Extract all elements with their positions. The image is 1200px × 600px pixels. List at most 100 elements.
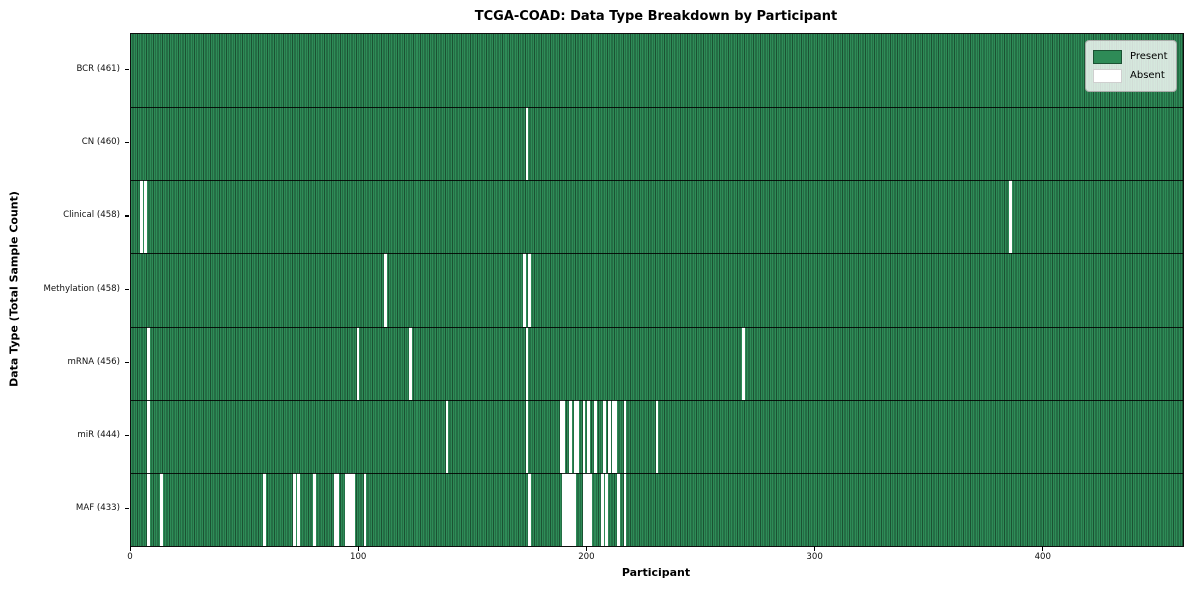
y-tick-label-CN: CN (460): [81, 137, 120, 148]
legend: Present Absent: [1085, 40, 1177, 92]
absent-gap: [623, 472, 627, 546]
legend-label-absent: Absent: [1130, 70, 1165, 81]
absent-gap: [139, 180, 143, 254]
x-tick-mark: [129, 546, 131, 551]
absent-gap: [568, 399, 572, 473]
x-tick-mark: [1042, 546, 1044, 551]
heatmap-row-MAF: [131, 472, 1183, 546]
absent-gap: [525, 107, 529, 181]
row-separator: [131, 107, 1183, 109]
absent-gap: [527, 253, 531, 327]
absent-gap: [612, 399, 616, 473]
y-tick-mark: [124, 361, 129, 363]
absent-gap: [336, 472, 339, 546]
x-tick-mark: [814, 546, 816, 551]
absent-gap: [144, 180, 148, 254]
heatmap-row-Clinical: [131, 180, 1183, 254]
y-tick-label-Clinical: Clinical (458): [63, 210, 120, 221]
absent-gap: [146, 399, 150, 473]
row-separator: [131, 399, 1183, 401]
y-tick-mark: [124, 142, 129, 144]
y-tick-label-miR: miR (444): [77, 429, 120, 440]
y-tick-label-Methylation: Methylation (458): [43, 283, 120, 294]
absent-gap: [575, 399, 579, 473]
y-tick-label-MAF: MAF (433): [75, 502, 120, 513]
absent-gap: [589, 472, 593, 546]
y-tick-mark: [124, 288, 129, 290]
chart-title: TCGA-COAD: Data Type Breakdown by Partic…: [474, 9, 838, 24]
heatmap-row-miR: [131, 399, 1183, 473]
absent-gap: [356, 326, 360, 400]
absent-gap: [600, 472, 604, 546]
absent-gap: [523, 253, 527, 327]
absent-gap: [1009, 180, 1013, 254]
legend-item-present: Present: [1093, 47, 1168, 66]
x-tick-mark: [585, 546, 588, 551]
absent-gap: [582, 399, 586, 473]
absent-gap: [587, 399, 590, 473]
absent-gap: [562, 472, 565, 546]
heatmap-row-Methylation: [131, 253, 1183, 327]
absent-gap: [409, 326, 412, 400]
y-tick-mark: [124, 507, 129, 510]
present-swatch-icon: [1093, 49, 1122, 64]
absent-gap: [605, 472, 609, 546]
x-axis-label: Participant: [621, 566, 691, 579]
heatmap-row-CN: [131, 107, 1183, 181]
absent-gap: [587, 472, 590, 546]
x-tick-label: 300: [806, 552, 823, 562]
absent-gap: [527, 472, 531, 546]
absent-gap: [559, 399, 563, 473]
absent-gap: [562, 399, 565, 473]
absent-gap: [594, 399, 597, 473]
row-separator: [131, 180, 1183, 182]
absent-gap: [566, 472, 570, 546]
y-tick-mark: [124, 69, 129, 71]
absent-gap: [607, 399, 611, 473]
absent-gap: [573, 399, 577, 473]
absent-gap: [571, 472, 574, 546]
absent-gap: [292, 472, 296, 546]
absent-gap: [623, 399, 627, 473]
absent-gap: [568, 472, 572, 546]
y-tick-mark: [124, 215, 129, 217]
legend-item-absent: Absent: [1093, 66, 1168, 85]
absent-gap: [616, 472, 620, 546]
plot-area: [130, 33, 1184, 547]
y-tick-label-BCR: BCR (461): [76, 64, 120, 75]
absent-gap: [352, 472, 355, 546]
absent-gap: [160, 472, 164, 546]
absent-gap: [525, 326, 529, 400]
absent-gap: [363, 472, 367, 546]
absent-swatch-icon: [1093, 68, 1122, 83]
absent-gap: [297, 472, 301, 546]
absent-gap: [655, 399, 659, 473]
x-tick-label: 400: [1034, 552, 1051, 562]
absent-gap: [573, 472, 577, 546]
heatmap-row-BCR: [131, 34, 1183, 108]
absent-gap: [313, 472, 317, 546]
absent-gap: [347, 472, 351, 546]
row-separator: [131, 326, 1183, 328]
x-tick-label: 200: [578, 552, 595, 562]
absent-gap: [564, 472, 568, 546]
row-separator: [131, 253, 1183, 255]
absent-gap: [146, 472, 150, 546]
absent-gap: [584, 472, 588, 546]
absent-gap: [384, 253, 387, 327]
legend-label-present: Present: [1130, 51, 1168, 62]
absent-gap: [614, 399, 618, 473]
absent-gap: [445, 399, 449, 473]
x-tick-mark: [357, 546, 359, 551]
absent-gap: [525, 399, 529, 473]
absent-gap: [742, 326, 746, 400]
row-separator: [131, 472, 1183, 474]
y-tick-label-mRNA: mRNA (456): [67, 356, 121, 367]
y-tick-mark: [124, 434, 129, 436]
absent-gap: [603, 399, 606, 473]
absent-gap: [333, 472, 337, 546]
x-tick-label: 100: [349, 552, 367, 562]
x-tick-label: 0: [127, 552, 133, 562]
absent-gap: [349, 472, 353, 546]
